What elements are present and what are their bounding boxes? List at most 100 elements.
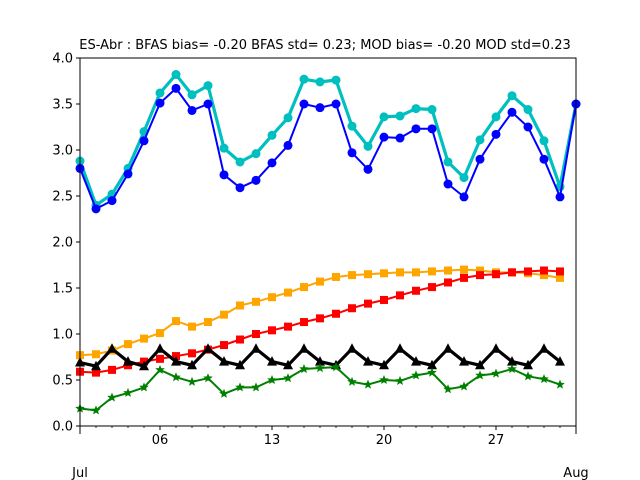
data-point (540, 271, 548, 280)
data-point (172, 317, 180, 326)
data-point (444, 266, 452, 275)
data-point (555, 192, 565, 202)
data-point (251, 343, 261, 353)
data-point (188, 322, 196, 331)
data-point (475, 359, 485, 370)
data-point (411, 124, 421, 134)
data-point (188, 349, 196, 358)
data-point (427, 124, 437, 134)
data-point (299, 343, 309, 353)
data-point (171, 356, 181, 366)
data-point (139, 382, 149, 392)
data-point (267, 158, 277, 168)
data-point (268, 326, 276, 335)
data-point (331, 362, 341, 372)
data-point (283, 373, 293, 383)
data-point (364, 270, 372, 279)
data-point (235, 183, 245, 193)
data-point (363, 164, 373, 174)
series-3 (76, 265, 564, 360)
data-point (92, 368, 100, 377)
data-point (524, 267, 532, 276)
data-point (91, 360, 101, 371)
data-point (219, 143, 229, 153)
data-point (539, 343, 549, 353)
data-point (507, 107, 517, 117)
data-point (459, 381, 469, 391)
series-6-line (79, 366, 561, 412)
data-point (460, 265, 468, 274)
data-point (332, 309, 340, 318)
data-point (284, 288, 292, 297)
data-point (443, 157, 453, 167)
data-point (475, 135, 485, 145)
series-1-line (78, 72, 578, 207)
data-point (123, 169, 133, 179)
y-tick-label: 1.0 (52, 328, 73, 343)
data-point (364, 299, 372, 308)
data-point (459, 192, 469, 202)
data-point (539, 154, 549, 164)
data-point (251, 149, 261, 159)
data-point (203, 373, 213, 383)
data-point (348, 304, 356, 313)
data-point (379, 132, 389, 142)
data-point (427, 105, 437, 115)
data-point (380, 269, 388, 278)
data-point (299, 99, 309, 109)
data-point (476, 266, 484, 275)
data-point (235, 359, 245, 370)
data-point (395, 133, 405, 143)
data-point (411, 356, 421, 366)
data-point (92, 350, 100, 359)
data-point (363, 379, 373, 389)
data-point (523, 105, 533, 115)
data-point (316, 277, 324, 286)
data-point (236, 335, 244, 344)
data-point (380, 295, 388, 304)
data-point (108, 365, 116, 374)
data-point (155, 343, 165, 353)
data-point (539, 136, 549, 146)
data-point (140, 334, 148, 343)
y-tick-label: 2.0 (52, 236, 73, 251)
data-point (219, 388, 229, 398)
data-point (187, 90, 197, 100)
x-axis: 06 13 20 27 Jul Aug (71, 426, 589, 480)
data-point (235, 382, 245, 392)
data-point (363, 141, 373, 151)
data-point (299, 364, 309, 373)
data-point (491, 368, 501, 378)
y-tick-label: 0.5 (52, 374, 73, 389)
data-point (508, 268, 516, 277)
data-point (268, 293, 276, 302)
data-point (444, 278, 452, 287)
data-point (315, 103, 325, 113)
data-point (171, 70, 181, 80)
series-2 (75, 83, 581, 214)
data-point (427, 367, 437, 377)
data-point (492, 270, 500, 279)
data-point (379, 359, 389, 370)
data-point (395, 343, 405, 353)
data-point (443, 384, 453, 394)
data-point (491, 112, 501, 122)
data-point (220, 341, 228, 350)
data-point (203, 343, 213, 353)
x-tick-label: 06 (152, 433, 169, 448)
data-point (379, 375, 389, 384)
data-point (155, 88, 165, 98)
data-point (507, 91, 517, 101)
data-point (219, 170, 229, 180)
data-point (251, 175, 261, 185)
data-point (539, 374, 549, 384)
series-6 (75, 362, 565, 415)
data-point (172, 352, 180, 361)
data-point (203, 99, 213, 109)
data-point (123, 387, 133, 397)
data-point (332, 272, 340, 281)
data-point (187, 105, 197, 115)
data-point (124, 340, 132, 349)
data-point (523, 371, 533, 381)
